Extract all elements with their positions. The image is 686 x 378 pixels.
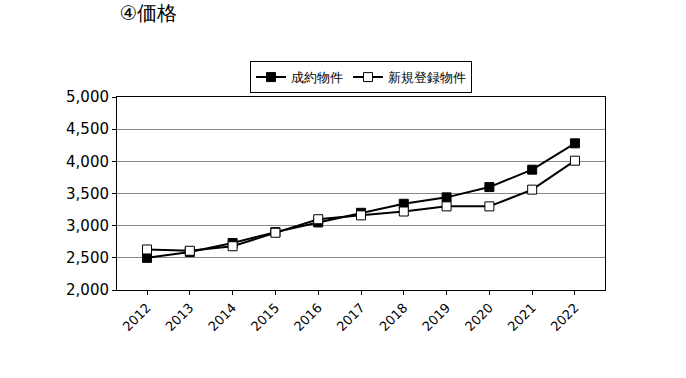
svg-text:2020: 2020 [462, 300, 496, 334]
svg-text:2018: 2018 [377, 300, 411, 334]
svg-text:2022: 2022 [548, 300, 582, 334]
svg-text:④価格: ④価格 [119, 1, 177, 25]
svg-text:2013: 2013 [163, 300, 197, 334]
svg-text:2,000: 2,000 [66, 281, 109, 299]
svg-text:2012: 2012 [120, 300, 154, 334]
svg-text:成約物件: 成約物件 [291, 70, 343, 85]
svg-text:2,500: 2,500 [66, 249, 109, 267]
svg-text:2015: 2015 [248, 300, 282, 334]
svg-text:新規登録物件: 新規登録物件 [388, 70, 466, 85]
svg-text:4,500: 4,500 [66, 120, 109, 138]
svg-text:2014: 2014 [205, 300, 239, 334]
svg-text:4,000: 4,000 [66, 153, 109, 171]
svg-text:3,500: 3,500 [66, 185, 109, 203]
svg-text:5,000: 5,000 [66, 88, 109, 106]
svg-text:2019: 2019 [419, 300, 453, 334]
svg-text:2021: 2021 [505, 300, 539, 334]
svg-text:2016: 2016 [291, 300, 325, 334]
svg-text:3,000: 3,000 [66, 217, 109, 235]
svg-text:2017: 2017 [334, 300, 368, 334]
